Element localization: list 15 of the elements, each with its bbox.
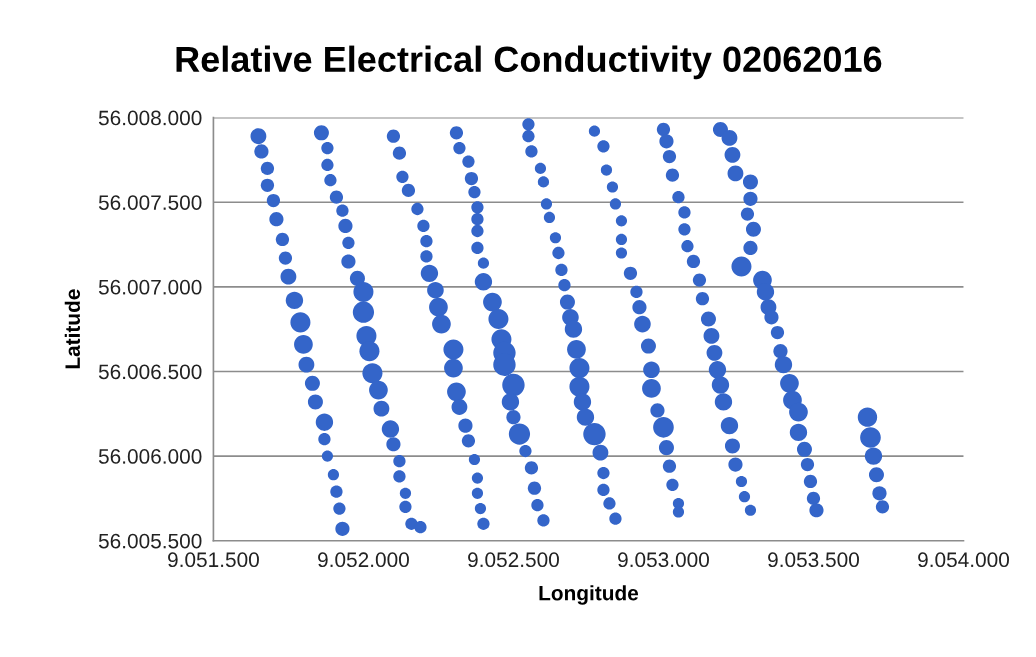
x-tick-label: 9.052.000 — [318, 552, 409, 568]
y-axis-title: Latitude — [64, 289, 81, 369]
y-tick-label: 56.007.500 — [98, 195, 202, 210]
y-tick-label: 56.008.000 — [98, 110, 202, 126]
chart-title: Relative Electrical Conductivity 02062016 — [176, 45, 882, 80]
y-tick-label: 56.007.000 — [98, 279, 202, 295]
y-tick-label: 56.006.000 — [98, 449, 202, 464]
x-axis-title: Longitude — [539, 585, 639, 605]
x-tick-label: 9.054.000 — [918, 552, 1010, 568]
x-tick-label: 9.053.500 — [768, 552, 859, 568]
y-tick-label: 56.006.500 — [98, 364, 202, 380]
x-tick-label: 9.053.000 — [618, 552, 709, 568]
x-tick-label: 9.051.500 — [168, 552, 259, 568]
y-tick-label: 56.005.500 — [98, 533, 202, 549]
x-tick-label: 9.052.500 — [468, 552, 559, 568]
